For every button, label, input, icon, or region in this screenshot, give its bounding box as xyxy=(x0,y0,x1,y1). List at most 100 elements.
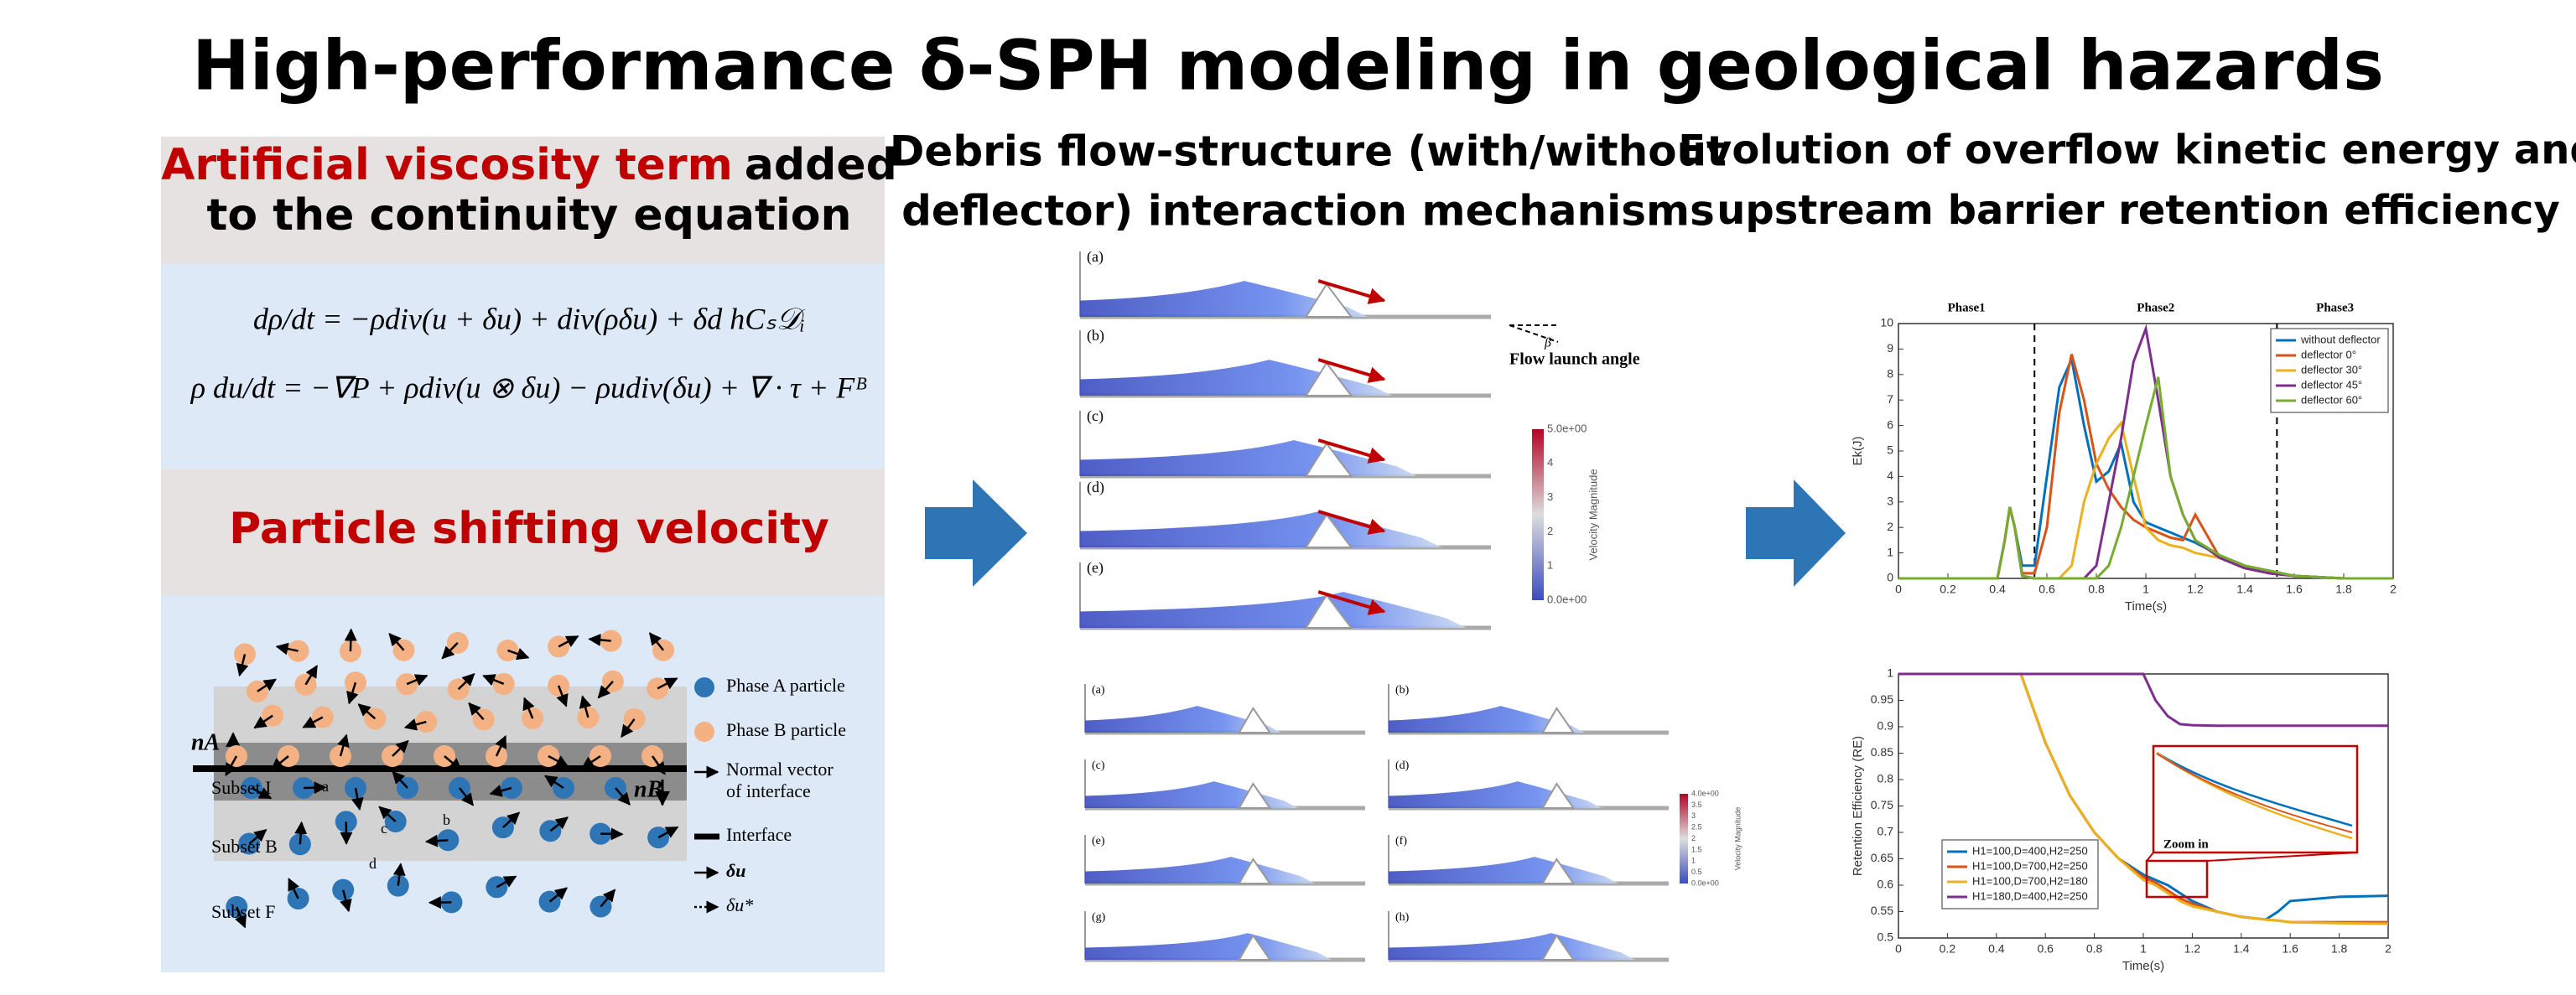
flow-body xyxy=(1080,592,1467,628)
panel-label: (c) xyxy=(1087,407,1104,425)
panel-label: (d) xyxy=(1395,759,1410,772)
x-tick-label: 1.8 xyxy=(2335,583,2352,596)
diagram-label: d xyxy=(369,855,377,872)
phase-label: Phase1 xyxy=(1948,301,1986,314)
section-heading: deflector) interaction mechanisms xyxy=(901,187,1715,236)
x-tick-label: 0.4 xyxy=(1989,583,2006,596)
x-tick-label: 1.4 xyxy=(2236,583,2253,596)
section-heading: Debris flow-structure (with/without xyxy=(890,127,1727,176)
angle-symbol: β xyxy=(1544,336,1551,350)
flow-body xyxy=(1389,857,1618,884)
x-axis-label: Time(s) xyxy=(2122,959,2164,973)
colorbar-tick: 1 xyxy=(1691,857,1696,865)
panel-label: (b) xyxy=(1395,684,1410,697)
box-heading: Particle shifting velocity xyxy=(229,504,829,554)
colorbar-tick: 0.0e+00 xyxy=(1691,878,1719,887)
y-tick-label: 8 xyxy=(1887,367,1893,381)
y-tick-label: 1 xyxy=(1887,666,1893,680)
colorbar-tick: 4 xyxy=(1547,456,1553,469)
y-tick-label: 1 xyxy=(1887,545,1893,558)
zoom-annotation: Zoom in xyxy=(2163,837,2209,851)
legend-label: deflector 45° xyxy=(2301,378,2362,391)
colorbar-tick: 1 xyxy=(1547,559,1553,572)
diagram-label: of interface xyxy=(726,780,811,801)
x-tick-label: 0.6 xyxy=(2037,942,2054,956)
colorbar-tick: 0.0e+00 xyxy=(1547,593,1587,605)
angle-glyph xyxy=(1509,325,1560,342)
x-tick-label: 2 xyxy=(2385,942,2392,956)
x-axis-label: Time(s) xyxy=(2125,599,2167,614)
x-tick-label: 0.2 xyxy=(1940,942,1956,956)
colorbar-tick: 3.5 xyxy=(1691,801,1702,809)
legend-label: without deflector xyxy=(2300,333,2381,345)
flow-body xyxy=(1389,933,1635,960)
colorbar-title: Velocity Magnitude xyxy=(1587,469,1599,560)
y-tick-label: 0.75 xyxy=(1871,798,1893,811)
flow-body xyxy=(1085,857,1315,884)
y-tick-label: 0.8 xyxy=(1877,772,1894,785)
y-tick-label: 6 xyxy=(1887,417,1893,431)
phase-label: Phase2 xyxy=(2137,301,2174,314)
x-tick-label: 0.8 xyxy=(2088,583,2105,596)
section-heading: upstream barrier retention efficiency xyxy=(1716,187,2560,234)
colorbar-tick: 2.5 xyxy=(1691,823,1702,832)
y-tick-label: 7 xyxy=(1887,392,1893,406)
y-tick-label: 0.95 xyxy=(1871,692,1893,706)
panel-label: (h) xyxy=(1395,911,1410,924)
y-tick-label: 4 xyxy=(1887,469,1893,482)
colorbar-tick: 0.5 xyxy=(1691,868,1702,876)
panel-label: (e) xyxy=(1087,559,1104,577)
panel-label: (c) xyxy=(1092,759,1105,772)
y-tick-label: 5 xyxy=(1887,443,1893,457)
diagram-label: Interface xyxy=(726,824,792,845)
zoom-inset xyxy=(2153,746,2357,852)
colorbar xyxy=(1532,429,1544,600)
diagram-label: a xyxy=(322,778,329,795)
colorbar-title: Velocity Magnitude xyxy=(1733,807,1742,871)
legend-label: H1=100,D=400,H2=250 xyxy=(1972,844,2088,857)
diagram-label: Normal vector xyxy=(726,759,834,780)
legend-swatch xyxy=(694,677,714,697)
x-tick-label: 1 xyxy=(2140,942,2147,956)
x-tick-label: 0 xyxy=(1895,942,1902,956)
x-tick-label: 1.6 xyxy=(2282,942,2298,956)
diagram-label: δu xyxy=(726,860,746,881)
colorbar-tick: 5.0e+00 xyxy=(1547,422,1587,434)
panel-label: (b) xyxy=(1087,327,1104,345)
legend-label: deflector 60° xyxy=(2301,393,2362,406)
x-tick-label: 0.6 xyxy=(2038,583,2055,596)
panel-label: (a) xyxy=(1087,248,1104,266)
panel-label: (e) xyxy=(1092,835,1105,847)
diagram-label: b xyxy=(443,811,450,828)
panel-label: (f) xyxy=(1395,835,1407,847)
page-title: High-performance δ-SPH modeling in geolo… xyxy=(192,26,2384,106)
y-tick-label: 9 xyxy=(1887,341,1893,355)
phase-label: Phase3 xyxy=(2316,301,2354,314)
colorbar xyxy=(1680,794,1688,884)
x-tick-label: 1 xyxy=(2142,583,2149,596)
y-tick-label: 0.5 xyxy=(1877,930,1894,944)
colorbar-tick: 1.5 xyxy=(1691,845,1702,853)
diagram-label: Subset B xyxy=(211,836,278,857)
legend-label: deflector 30° xyxy=(2301,363,2362,376)
colorbar-tick: 4.0e+00 xyxy=(1691,789,1719,797)
highlight: Artificial viscosity term xyxy=(161,140,733,190)
legend-label: H1=100,D=700,H2=250 xyxy=(1972,859,2088,872)
y-tick-label: 0.65 xyxy=(1871,851,1893,864)
y-tick-label: 0 xyxy=(1887,571,1893,584)
y-tick-label: 10 xyxy=(1880,316,1893,329)
panel-label: (g) xyxy=(1092,911,1106,924)
shift-arrow xyxy=(426,840,448,842)
y-tick-label: 0.6 xyxy=(1877,878,1894,891)
x-tick-label: 2 xyxy=(2390,583,2397,596)
y-tick-label: 0.55 xyxy=(1871,904,1893,917)
x-tick-label: 1.6 xyxy=(2286,583,2303,596)
flow-body xyxy=(1080,511,1441,547)
diagram-label: Subset F xyxy=(211,901,275,922)
legend-swatch xyxy=(694,722,714,742)
